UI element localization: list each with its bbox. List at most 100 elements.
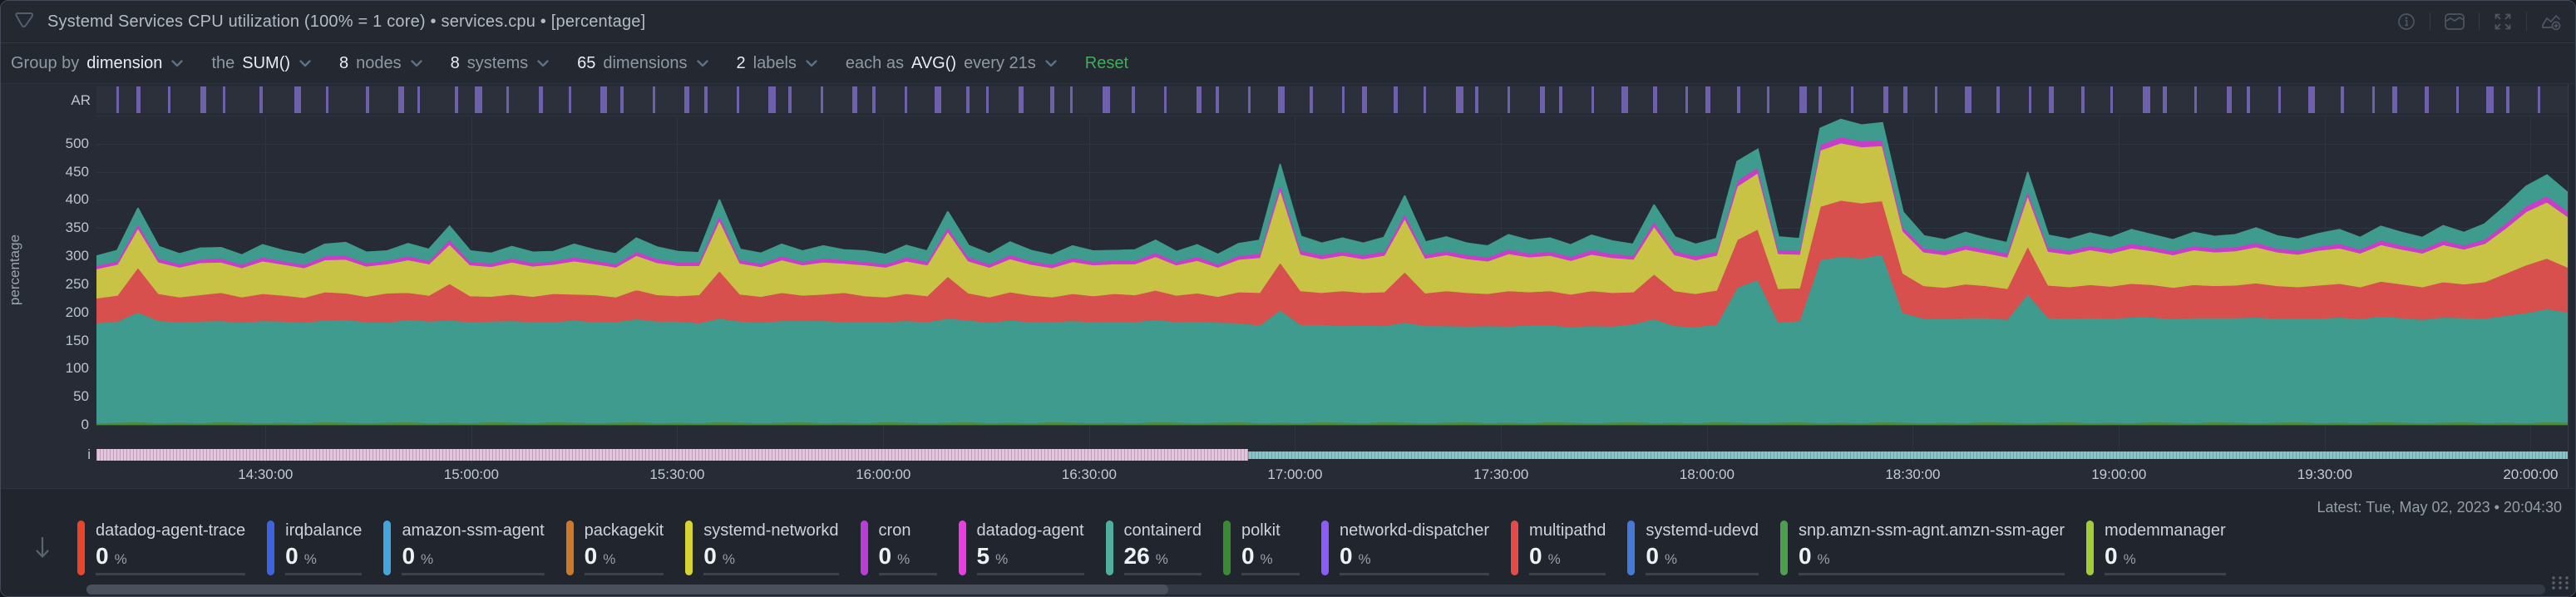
header-actions xyxy=(2396,12,2562,32)
chevron-down-icon xyxy=(696,59,708,67)
chevron-down-icon xyxy=(171,59,184,67)
anomaly-bar xyxy=(2307,86,2315,113)
reset-button[interactable]: Reset xyxy=(1084,53,1129,72)
anomaly-bar xyxy=(1883,86,1888,113)
anomaly-bar xyxy=(1163,86,1167,113)
chevron-down-icon xyxy=(806,59,817,67)
y-tick-label: 500 xyxy=(65,135,89,151)
anomaly-bar xyxy=(136,86,141,113)
legend-item[interactable]: irqbalance 0 % xyxy=(267,521,383,575)
anomaly-bar xyxy=(2048,86,2054,113)
legend-item[interactable]: snp.amzn-ssm-agnt.amzn-ssm-ager 0 % xyxy=(1779,521,2086,575)
labels-dropdown[interactable]: 2 labels xyxy=(737,54,817,73)
legend-item[interactable]: containerd 26 % xyxy=(1105,521,1223,575)
sort-arrow-down-icon[interactable] xyxy=(34,535,51,565)
legend-item[interactable]: cron 0 % xyxy=(860,521,959,575)
divider xyxy=(2526,12,2527,31)
legend-item-value: 0 xyxy=(1646,543,1659,569)
anomaly-bar xyxy=(1394,86,1399,113)
legend-item-unit: % xyxy=(2123,551,2136,567)
anomaly-bar xyxy=(365,86,369,113)
legend-chip xyxy=(565,521,574,575)
resize-grip-icon[interactable] xyxy=(2550,575,2570,595)
chevron-down-icon xyxy=(537,59,549,67)
legend-item-name: systemd-udevd xyxy=(1646,521,1759,540)
fullscreen-icon[interactable] xyxy=(2493,12,2513,32)
anomaly-bar xyxy=(1799,86,1807,113)
add-chart-icon[interactable] xyxy=(2540,12,2562,32)
legend-chip xyxy=(267,521,275,575)
legend-scrollbar[interactable] xyxy=(86,585,2545,595)
legend-item[interactable]: polkit 0 % xyxy=(1222,521,1321,575)
legend-item-value: 0 xyxy=(1529,543,1542,569)
legend-item-name: snp.amzn-ssm-agnt.amzn-ssm-ager xyxy=(1798,521,2065,540)
y-tick-label: 50 xyxy=(73,388,89,405)
anomaly-bar xyxy=(1508,86,1510,113)
legend-chip xyxy=(383,521,392,575)
legend-item-name: irqbalance xyxy=(285,521,363,540)
legend-item[interactable]: modemmanager 0 % xyxy=(2086,521,2248,575)
systems-dropdown[interactable]: 8 systems xyxy=(451,54,549,73)
y-tick-label: 450 xyxy=(65,163,89,180)
y-tick-label: 150 xyxy=(65,332,89,348)
y-axis-unit: percentage xyxy=(7,234,22,306)
widget-header: Systemd Services CPU utilization (100% =… xyxy=(1,1,2575,43)
nodes-dropdown[interactable]: 8 nodes xyxy=(339,54,422,73)
anomaly-bar xyxy=(326,86,329,113)
group-by-dropdown[interactable]: Group by dimension xyxy=(11,54,184,73)
plot-area[interactable] xyxy=(96,116,2568,426)
anomaly-rate-strip[interactable] xyxy=(96,86,2568,113)
anomaly-bar xyxy=(1341,86,1345,113)
stacked-area-icon[interactable] xyxy=(2444,12,2465,32)
anomaly-bar xyxy=(222,86,225,113)
legend-item[interactable]: datadog-agent 5 % xyxy=(958,521,1106,575)
anomaly-bar xyxy=(1737,86,1741,113)
legend-item[interactable]: packagekit 0 % xyxy=(565,521,686,575)
anomaly-bar xyxy=(768,86,777,113)
legend-item[interactable]: amazon-ssm-agent 0 % xyxy=(383,521,565,575)
anomaly-bar xyxy=(1455,86,1463,113)
legend-item[interactable]: multipathd 0 % xyxy=(1511,521,1627,575)
legend-items: datadog-agent-trace 0 % irqbalance 0 % a… xyxy=(77,521,2569,575)
anomaly-bar xyxy=(684,86,690,113)
legend-scrollbar-thumb[interactable] xyxy=(86,585,1169,595)
anomaly-bar xyxy=(1964,86,1971,113)
anomaly-bar xyxy=(1361,86,1367,113)
legend-item-value: 0 xyxy=(96,543,109,569)
aggregate-dropdown[interactable]: the SUM() xyxy=(211,54,311,73)
anomaly-bar xyxy=(934,86,941,113)
y-tick-label: 0 xyxy=(81,417,89,432)
legend-chip xyxy=(1627,521,1636,575)
x-tick-label: 15:00:00 xyxy=(443,466,499,482)
legend-chip xyxy=(1222,521,1231,575)
anomaly-bar xyxy=(1069,86,1073,113)
info-icon[interactable] xyxy=(2396,12,2416,32)
x-tick-label: 15:30:00 xyxy=(649,466,705,482)
anomaly-bar xyxy=(2029,86,2032,113)
legend-item-name: systemd-networkd xyxy=(703,521,839,540)
legend-item[interactable]: systemd-udevd 0 % xyxy=(1627,521,1780,575)
legend-item-name: cron xyxy=(878,521,911,540)
dimensions-dropdown[interactable]: 65 dimensions xyxy=(577,54,708,73)
anomaly-bar xyxy=(2505,86,2509,113)
legend-item[interactable]: systemd-networkd 0 % xyxy=(685,521,860,575)
chart-area: AR 500 450 400 350 300 250 200 150 100 50 0 percen… xyxy=(1,84,2575,488)
gridline-h xyxy=(96,425,2568,426)
anomaly-bar xyxy=(506,86,510,113)
info-ribbon-cyan xyxy=(1247,451,2568,459)
legend-item-value: 0 xyxy=(878,543,892,569)
legend-item[interactable]: networkd-dispatcher 0 % xyxy=(1320,521,1511,575)
legend-item-unit: % xyxy=(114,551,127,567)
anomaly-bar xyxy=(2194,86,2198,113)
x-tick-label: 16:30:00 xyxy=(1061,466,1117,482)
info-ribbon[interactable] xyxy=(96,448,2568,461)
each-as-dropdown[interactable]: each as AVG() every 21s xyxy=(846,54,1057,73)
anomaly-bar xyxy=(820,86,823,113)
x-tick-label: 19:00:00 xyxy=(2091,466,2147,482)
anomaly-bar xyxy=(568,86,571,113)
anomaly-bar xyxy=(904,86,907,113)
anomaly-bar xyxy=(1685,86,1688,113)
gridline-h xyxy=(96,228,2568,229)
anomaly-bar xyxy=(2456,86,2460,113)
legend-item[interactable]: datadog-agent-trace 0 % xyxy=(77,521,267,575)
